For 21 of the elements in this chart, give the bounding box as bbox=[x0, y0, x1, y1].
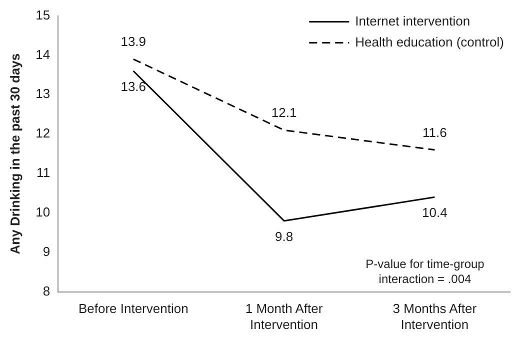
y-tick-label: 12 bbox=[36, 126, 50, 141]
y-tick-label: 14 bbox=[36, 46, 50, 62]
annotation: P-value for time-group interaction = .004 bbox=[366, 257, 485, 286]
legend-label: Internet intervention bbox=[355, 13, 470, 28]
data-label: 12.1 bbox=[271, 105, 297, 120]
data-label: 11.6 bbox=[422, 124, 447, 140]
y-tick-label: 9 bbox=[42, 244, 50, 259]
data-label: 10.4 bbox=[422, 205, 448, 220]
data-label: 9.8 bbox=[274, 228, 294, 244]
y-tick-label: 13 bbox=[36, 86, 50, 102]
x-tick-label: Before Intervention bbox=[78, 301, 188, 316]
y-tick-label: 15 bbox=[36, 7, 50, 22]
data-label: 13.9 bbox=[120, 34, 146, 50]
legend-label: Health education (control) bbox=[355, 34, 504, 50]
y-tick-label: 10 bbox=[36, 204, 50, 220]
x-tick-label: 1 Month After Intervention bbox=[245, 301, 324, 332]
data-label: 13.6 bbox=[120, 79, 146, 94]
x-tick-label: 3 Months After Intervention bbox=[392, 301, 478, 332]
y-tick-label: 11 bbox=[36, 165, 50, 180]
y-axis-title: Any Drinking in the past 30 days bbox=[7, 53, 22, 254]
y-tick-label: 8 bbox=[42, 283, 50, 298]
